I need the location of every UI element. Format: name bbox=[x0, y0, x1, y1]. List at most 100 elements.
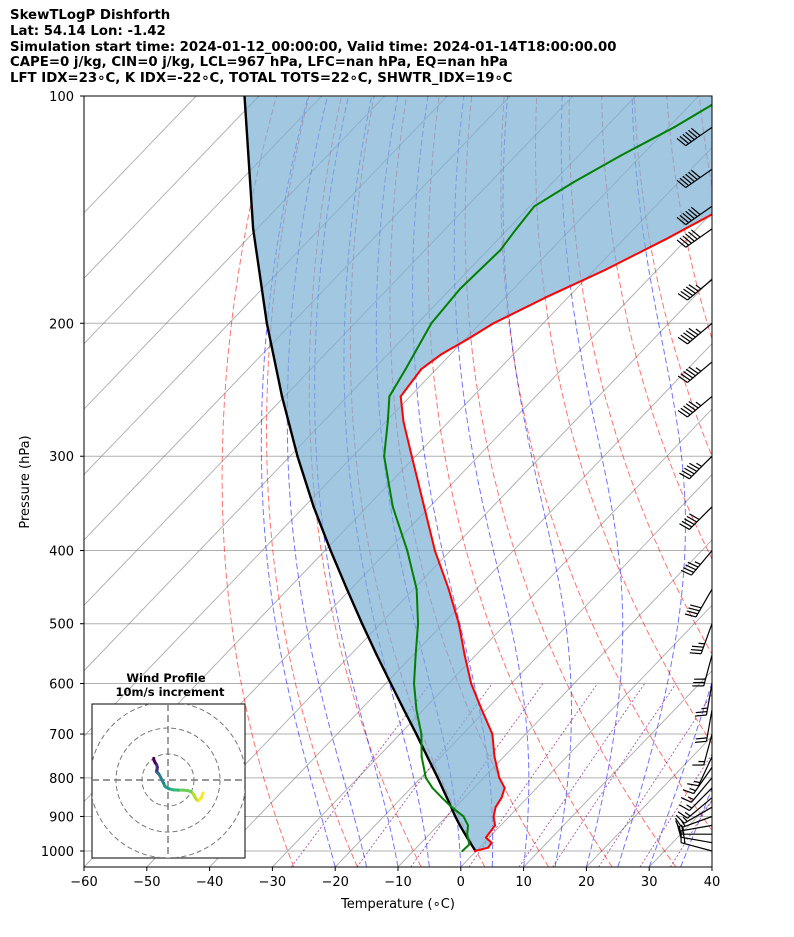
wind-barb-staff bbox=[703, 733, 713, 766]
temperature-profile-point bbox=[447, 588, 450, 591]
dry-adiabat bbox=[500, 96, 712, 832]
y-tick-label: 400 bbox=[49, 545, 74, 560]
temperature-profile-segment bbox=[604, 238, 666, 271]
wind-barb-flag bbox=[692, 645, 704, 648]
wind-barb-flag bbox=[677, 811, 688, 819]
wind-barb-flag bbox=[695, 737, 708, 740]
wind-barb-flag bbox=[688, 171, 698, 180]
parcel-profile-point bbox=[389, 682, 392, 685]
wind-barb-flag bbox=[695, 714, 707, 717]
wind-barb-flag bbox=[677, 293, 688, 301]
wind-barb-flag bbox=[686, 465, 698, 472]
wind-barb-flag bbox=[683, 405, 694, 413]
parcel-profile-point bbox=[454, 815, 457, 818]
dewpoint-profile-segment bbox=[413, 682, 418, 711]
wind-barb bbox=[676, 168, 713, 189]
y-tick-label: 100 bbox=[49, 90, 74, 105]
wind-barb-staff bbox=[687, 797, 713, 819]
dry-adiabat bbox=[732, 96, 794, 867]
dewpoint-profile-point bbox=[499, 249, 502, 252]
temperature-profile-point bbox=[466, 338, 469, 341]
y-axis-label: Pressure (hPa) bbox=[18, 435, 33, 528]
wind-barb-flag bbox=[690, 229, 701, 238]
wind-barb-flag bbox=[679, 177, 690, 187]
isotherm-line bbox=[146, 277, 712, 867]
parcel-profile-segment bbox=[426, 755, 439, 780]
parcel-profile-point bbox=[361, 622, 364, 625]
parcel-profile-segment bbox=[251, 227, 269, 325]
temperature-profile-segment bbox=[420, 353, 442, 371]
dewpoint-profile-segment bbox=[430, 287, 462, 325]
chart-header: SkewTLogP Dishforth Lat: 54.14 Lon: -1.4… bbox=[10, 8, 617, 87]
temperature-profile-segment bbox=[663, 213, 712, 241]
wind-barb bbox=[684, 588, 713, 618]
dewpoint-profile-point bbox=[572, 181, 575, 183]
wind-barb-flag bbox=[682, 235, 692, 244]
wind-barb-staff bbox=[685, 168, 713, 189]
dewpoint-profile-point bbox=[386, 420, 389, 423]
wind-barb-flag bbox=[685, 564, 697, 571]
wind-barb-flag bbox=[688, 366, 699, 374]
temperature-profile-point bbox=[544, 296, 547, 299]
isotherm-line bbox=[209, 342, 712, 867]
dewpoint-profile-segment bbox=[404, 322, 433, 371]
dewpoint-profile-point bbox=[619, 154, 622, 157]
wind-barb-staff bbox=[687, 361, 713, 383]
dewpoint-profile-segment bbox=[386, 395, 391, 423]
wind-barb-flag bbox=[689, 652, 702, 655]
temperature-profile-segment bbox=[410, 455, 426, 508]
temperature-profile-point bbox=[776, 126, 778, 128]
temperature-profile-point bbox=[746, 181, 748, 183]
wind-barb-half-flag bbox=[694, 561, 701, 565]
dewpoint-profile-point bbox=[467, 824, 469, 827]
wind-barb-flag bbox=[685, 233, 695, 242]
dewpoint-profile-segment bbox=[466, 824, 470, 836]
parcel-profile bbox=[243, 96, 477, 853]
wind-barb-staff bbox=[681, 815, 713, 829]
dewpoint-profile-point bbox=[388, 395, 391, 398]
wind-barb-flag bbox=[685, 368, 696, 377]
wind-barb bbox=[695, 683, 713, 717]
mixing-ratio-line bbox=[518, 683, 646, 867]
temperature-profile-point bbox=[494, 824, 496, 827]
wind-barb-flag bbox=[685, 173, 695, 182]
wind-barb bbox=[692, 733, 713, 766]
wind-barb-staff bbox=[687, 322, 713, 345]
wind-barb bbox=[687, 756, 713, 787]
wind-barb bbox=[677, 361, 713, 383]
dewpoint-profile-point bbox=[462, 815, 465, 818]
wind-barb-staff bbox=[685, 126, 713, 147]
temperature-profile-point bbox=[474, 850, 476, 852]
isotherm-line bbox=[84, 96, 260, 279]
wind-barb-half-flag bbox=[695, 401, 702, 407]
wind-barb-half-flag bbox=[695, 367, 702, 372]
wind-barb-flag bbox=[695, 740, 707, 743]
parcel-profile-point bbox=[426, 755, 429, 758]
wind-barb-staff bbox=[705, 683, 713, 716]
temperature-profile-segment bbox=[492, 296, 547, 325]
dewpoint-profile-segment bbox=[414, 622, 420, 656]
temperature-profile-segment bbox=[487, 841, 493, 849]
temperature-profile-point bbox=[492, 815, 495, 818]
dewpoint-profile-segment bbox=[415, 708, 423, 736]
temperature-profile-point bbox=[490, 841, 493, 844]
wind-barb-staff bbox=[705, 709, 713, 742]
temperature-profile-point bbox=[604, 269, 606, 271]
wind-barb-flag bbox=[683, 332, 694, 340]
wind-barb-flag bbox=[685, 330, 696, 338]
dewpoint-profile-point bbox=[415, 708, 418, 711]
dewpoint-profile-point bbox=[420, 733, 423, 735]
wind-barb-flag bbox=[685, 403, 696, 411]
dewpoint-profile-point bbox=[417, 622, 419, 625]
dry-adiabat bbox=[698, 96, 712, 189]
wind-barb bbox=[676, 126, 713, 147]
x-tick-label: −10 bbox=[384, 875, 411, 890]
temperature-profile-point bbox=[663, 238, 666, 241]
wind-barb-staff bbox=[685, 205, 713, 226]
wind-barb-flag bbox=[687, 561, 699, 568]
temperature-profile-point bbox=[491, 733, 494, 735]
y-tick-label: 900 bbox=[49, 810, 74, 825]
wind-barb-half-flag bbox=[693, 780, 701, 784]
dry-adiabat bbox=[764, 96, 794, 867]
isotherm-line bbox=[84, 96, 323, 345]
